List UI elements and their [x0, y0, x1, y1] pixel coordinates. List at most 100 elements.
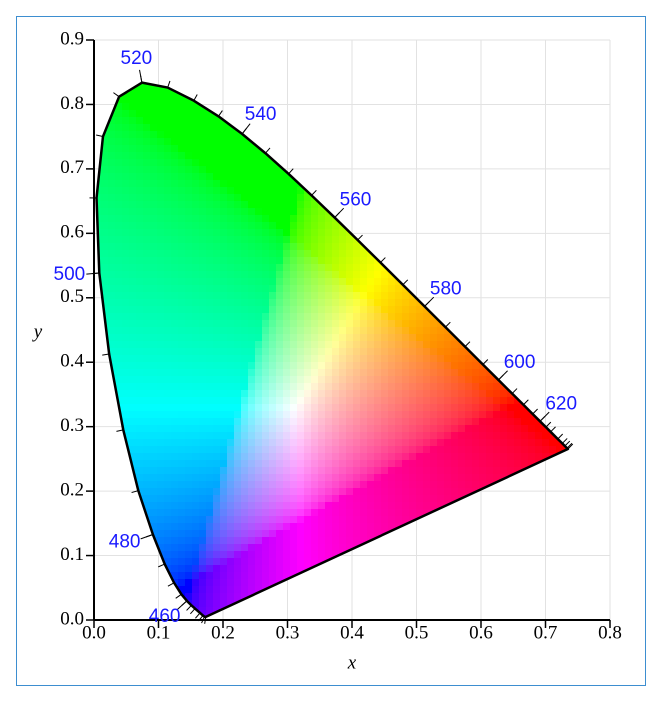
color-cell: [269, 173, 277, 181]
color-cell: [500, 446, 508, 454]
color-cell: [101, 215, 109, 223]
color-cell: [157, 201, 165, 209]
color-cell: [178, 180, 186, 188]
color-cell: [108, 222, 116, 230]
color-cell: [332, 439, 340, 447]
color-cell: [185, 271, 193, 279]
color-cell: [276, 425, 284, 433]
color-cell: [353, 390, 361, 398]
color-cell: [199, 131, 207, 139]
color-cell: [297, 327, 305, 335]
color-cell: [241, 411, 249, 419]
color-cell: [206, 439, 214, 447]
color-cell: [192, 187, 200, 195]
color-cell: [136, 271, 144, 279]
color-cell: [437, 418, 445, 426]
color-cell: [178, 446, 186, 454]
color-cell: [339, 390, 347, 398]
color-cell: [192, 404, 200, 412]
color-cell: [171, 474, 179, 482]
color-cell: [290, 285, 298, 293]
color-cell: [360, 481, 368, 489]
color-cell: [332, 488, 340, 496]
color-cell: [255, 292, 263, 300]
color-cell: [423, 418, 431, 426]
color-cell: [479, 425, 487, 433]
color-cell: [178, 369, 186, 377]
color-cell: [171, 250, 179, 258]
color-cell: [213, 425, 221, 433]
color-cell: [297, 222, 305, 230]
color-cell: [213, 208, 221, 216]
color-cell: [178, 145, 186, 153]
color-cell: [528, 418, 536, 426]
color-cell: [479, 439, 487, 447]
color-cell: [143, 439, 151, 447]
color-cell: [451, 481, 459, 489]
color-cell: [108, 299, 116, 307]
color-cell: [143, 180, 151, 188]
color-cell: [388, 334, 396, 342]
color-cell: [276, 320, 284, 328]
color-cell: [283, 285, 291, 293]
color-cell: [164, 278, 172, 286]
color-cell: [136, 201, 144, 209]
color-cell: [479, 390, 487, 398]
color-cell: [143, 257, 151, 265]
color-cell: [129, 432, 137, 440]
color-cell: [171, 397, 179, 405]
color-cell: [395, 390, 403, 398]
color-cell: [220, 166, 228, 174]
color-cell: [346, 355, 354, 363]
color-cell: [213, 474, 221, 482]
color-cell: [129, 313, 137, 321]
color-cell: [115, 341, 123, 349]
color-cell: [430, 383, 438, 391]
color-cell: [395, 292, 403, 300]
color-cell: [220, 299, 228, 307]
color-cell: [276, 250, 284, 258]
color-cell: [136, 348, 144, 356]
color-cell: [178, 131, 186, 139]
color-cell: [206, 236, 214, 244]
color-cell: [241, 145, 249, 153]
color-cell: [388, 376, 396, 384]
color-cell: [297, 292, 305, 300]
color-cell: [255, 257, 263, 265]
color-cell: [220, 362, 228, 370]
color-cell: [304, 488, 312, 496]
color-cell: [157, 124, 165, 132]
color-cell: [325, 432, 333, 440]
color-cell: [220, 467, 228, 475]
color-cell: [157, 243, 165, 251]
color-cell: [332, 425, 340, 433]
color-cell: [171, 509, 179, 517]
color-cell: [150, 299, 158, 307]
color-cell: [318, 439, 326, 447]
color-cell: [388, 460, 396, 468]
color-cell: [248, 383, 256, 391]
color-cell: [136, 236, 144, 244]
color-cell: [164, 425, 172, 433]
color-cell: [171, 292, 179, 300]
color-cell: [458, 425, 466, 433]
color-cell: [171, 446, 179, 454]
color-cell: [409, 320, 417, 328]
color-cell: [465, 362, 473, 370]
color-cell: [234, 502, 242, 510]
color-cell: [304, 299, 312, 307]
color-cell: [381, 341, 389, 349]
color-cell: [213, 271, 221, 279]
color-cell: [353, 425, 361, 433]
color-cell: [381, 299, 389, 307]
color-cell: [213, 250, 221, 258]
color-cell: [430, 404, 438, 412]
color-cell: [143, 362, 151, 370]
color-cell: [185, 117, 193, 125]
color-cell: [164, 334, 172, 342]
color-cell: [227, 201, 235, 209]
color-cell: [101, 159, 109, 167]
color-cell: [381, 411, 389, 419]
color-cell: [122, 334, 130, 342]
color-cell: [255, 390, 263, 398]
